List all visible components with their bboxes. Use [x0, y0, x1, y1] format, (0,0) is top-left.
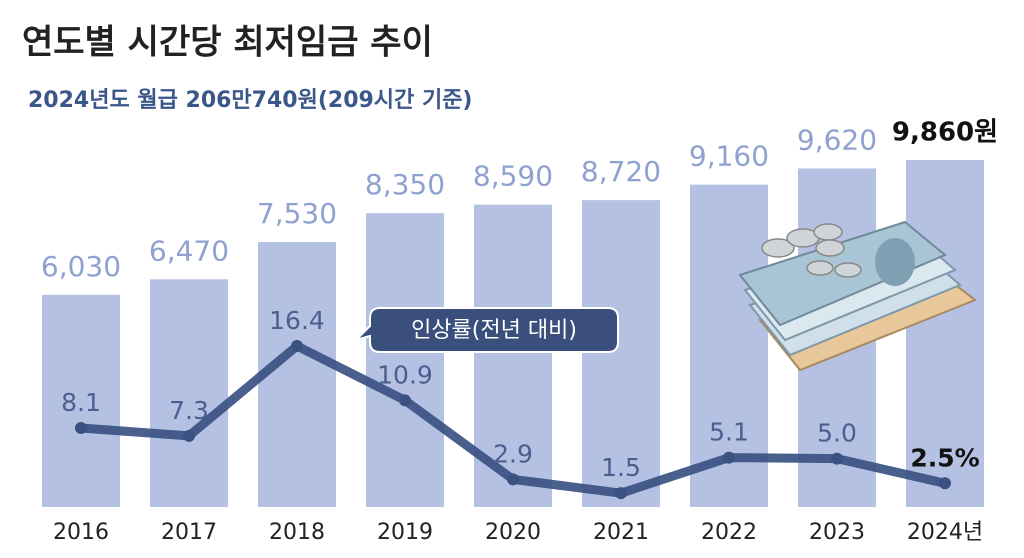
rate-point [291, 340, 303, 352]
rate-value-label: 2.5% [910, 443, 979, 472]
bar-value-label: 9,860원 [892, 118, 998, 148]
x-tick-label: 2016 [53, 520, 109, 545]
bar [150, 279, 228, 507]
line-layer: 8.1 7.3 16.4 10.9 2.9 1.5 5.1 5.0 2.5% [61, 306, 980, 500]
rate-value-label: 5.0 [817, 419, 857, 448]
x-tick-label: 2020 [485, 520, 541, 545]
bar-value-label: 6,030 [41, 250, 121, 283]
line-series-name: 인상률(전년 대비) [411, 318, 577, 343]
bar-value-label: 6,470 [149, 234, 229, 267]
rate-value-label: 8.1 [61, 388, 101, 417]
bar-value-label: 9,620 [797, 123, 877, 156]
bar-value-label: 8,720 [581, 155, 661, 188]
rate-value-label: 16.4 [269, 306, 325, 335]
bar-value-label: 9,160 [689, 140, 769, 173]
annotation-callout: 인상률(전년 대비) [352, 307, 619, 353]
x-tick-label: 2019 [377, 520, 433, 545]
bar [366, 213, 444, 507]
x-tick-label: 2021 [593, 520, 649, 545]
rate-value-label: 2.9 [493, 439, 533, 468]
x-tick-label: 2017 [161, 520, 217, 545]
rate-point [939, 477, 951, 490]
bar-value-label: 8,350 [365, 168, 445, 201]
x-tick-label: 2018 [269, 520, 325, 545]
bar [42, 294, 120, 507]
bar [258, 241, 336, 507]
rate-point [615, 487, 627, 500]
rate-value-label: 1.5 [601, 453, 641, 482]
rate-point [75, 421, 87, 434]
bar-value-label: 8,590 [473, 160, 553, 193]
rate-point [507, 473, 519, 486]
rate-value-label: 10.9 [377, 360, 433, 389]
rate-point [723, 451, 735, 464]
bar [906, 160, 984, 507]
money-illustration [738, 220, 977, 372]
chart-subtitle: 2024년도 월급 206만740원(209시간 기준) [28, 88, 473, 113]
rate-value-label: 7.3 [169, 396, 209, 425]
rate-point [831, 452, 843, 465]
bar [582, 200, 660, 507]
rate-point [399, 394, 411, 407]
x-tick-label: 2022 [701, 520, 757, 545]
x-tick-label: 2023 [809, 520, 865, 545]
bar-value-label: 7,530 [257, 197, 337, 230]
x-tick-label: 2024년 [907, 520, 983, 545]
rate-value-label: 5.1 [709, 418, 749, 447]
chart-title: 연도별 시간당 최저임금 추이 [22, 23, 433, 63]
rate-point [183, 429, 195, 442]
